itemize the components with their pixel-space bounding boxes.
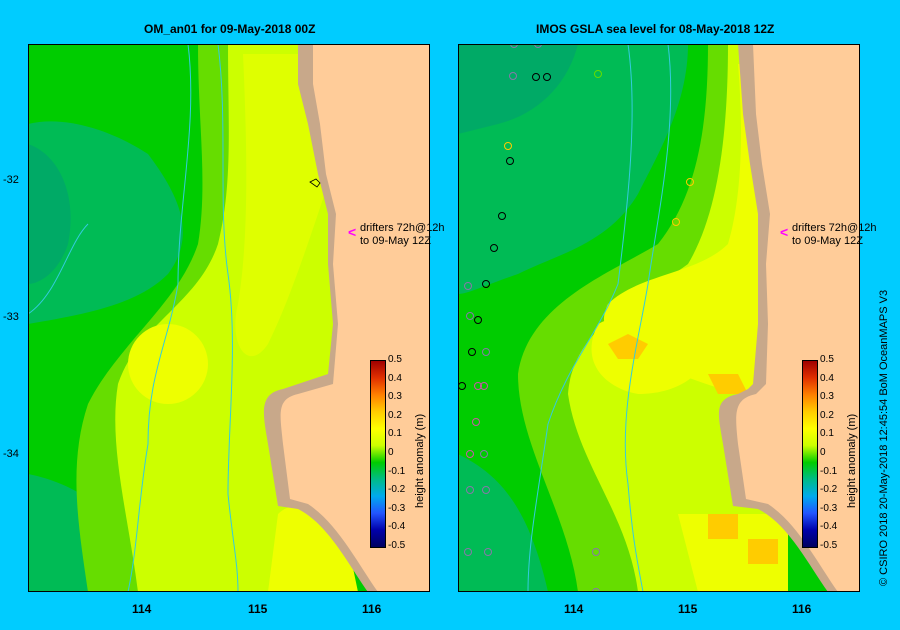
drifter-marker bbox=[484, 548, 492, 556]
colorbar-tick: -0.3 bbox=[820, 502, 838, 514]
right-colorbar-gradient bbox=[802, 360, 818, 548]
drifter-marker bbox=[490, 244, 498, 252]
x-tick-left-115: 115 bbox=[248, 602, 268, 616]
drifter-marker bbox=[686, 178, 694, 186]
x-tick-left-116: 116 bbox=[362, 602, 382, 616]
x-tick-right-116: 116 bbox=[792, 602, 812, 616]
colorbar-tick: 0.3 bbox=[820, 391, 834, 403]
colorbar-tick: -0.5 bbox=[388, 540, 406, 551]
colorbar-tick: -0.2 bbox=[388, 484, 406, 496]
drifter-marker bbox=[510, 44, 518, 48]
drifter-markers bbox=[458, 44, 694, 592]
right-map-title: IMOS GSLA sea level for 08-May-2018 12Z bbox=[536, 22, 775, 36]
colorbar-tick: 0.3 bbox=[388, 391, 402, 403]
drifter-marker bbox=[468, 348, 476, 356]
drifter-marker bbox=[480, 450, 488, 458]
drifter-marker bbox=[594, 70, 602, 78]
colorbar-tick: 0.5 bbox=[820, 354, 834, 365]
right-yellow-anomaly-blob bbox=[591, 313, 708, 394]
colorbar-tick: -0.1 bbox=[388, 465, 406, 477]
x-tick-right-114: 114 bbox=[564, 602, 584, 616]
right-drifter-note: < drifters 72h@12h to 09-May 12Z bbox=[780, 222, 877, 247]
left-colorbar-gradient bbox=[370, 360, 386, 548]
right-colorbar-label: height anomaly (m) bbox=[846, 413, 858, 508]
drifter-marker bbox=[532, 73, 540, 81]
left-map-title: OM_an01 for 09-May-2018 00Z bbox=[144, 22, 316, 36]
drifter-marker bbox=[482, 348, 490, 356]
left-colorbar-label: height anomaly (m) bbox=[414, 413, 426, 508]
drifter-marker bbox=[482, 280, 490, 288]
left-land bbox=[280, 44, 430, 592]
colorbar-tick: -0.1 bbox=[820, 465, 838, 477]
colorbar-tick: -0.4 bbox=[388, 521, 406, 533]
y-tick-left-33: -33 bbox=[3, 311, 19, 323]
drifter-marker bbox=[474, 316, 482, 324]
colorbar-tick: 0.2 bbox=[388, 409, 402, 421]
left-drifter-arrow-icon: < bbox=[348, 224, 357, 240]
colorbar-tick: 0.5 bbox=[388, 354, 402, 365]
colorbar-tick: 0.1 bbox=[820, 428, 834, 440]
drifter-marker bbox=[466, 312, 474, 320]
colorbar-tick: -0.2 bbox=[820, 484, 838, 496]
y-tick-left-34: -34 bbox=[3, 448, 19, 460]
drifter-marker bbox=[472, 418, 480, 426]
right-colorbar: 0.5 0.4 0.3 0.2 0.1 0 -0.1 -0.2 -0.3 -0.4 -0.5 hei… bbox=[802, 354, 862, 560]
colorbar-tick: -0.5 bbox=[820, 540, 838, 551]
colorbar-tick: 0.1 bbox=[388, 428, 402, 440]
drifter-marker bbox=[466, 486, 474, 494]
colorbar-tick: -0.3 bbox=[388, 502, 406, 514]
colorbar-tick: 0.2 bbox=[820, 409, 834, 421]
drifter-marker bbox=[534, 44, 542, 48]
drifter-marker bbox=[504, 142, 512, 150]
drifter-marker bbox=[672, 218, 680, 226]
drifter-marker bbox=[670, 244, 678, 252]
colorbar-tick: 0 bbox=[388, 447, 394, 458]
drifter-marker bbox=[498, 212, 506, 220]
drifter-marker bbox=[464, 548, 472, 556]
drifter-marker bbox=[466, 450, 474, 458]
colorbar-tick: 0 bbox=[820, 447, 826, 458]
drifter-marker bbox=[543, 73, 551, 81]
drifter-marker bbox=[592, 548, 600, 556]
colorbar-tick: -0.4 bbox=[820, 521, 838, 533]
colorbar-tick: 0.4 bbox=[388, 372, 402, 384]
left-colorbar: 0.5 0.4 0.3 0.2 0.1 0 -0.1 -0.2 -0.3 -0.4 -0.5 hei… bbox=[370, 354, 430, 560]
drifter-marker bbox=[482, 486, 490, 494]
right-land bbox=[736, 44, 860, 592]
colorbar-tick: 0.4 bbox=[820, 372, 834, 384]
x-tick-left-114: 114 bbox=[132, 602, 152, 616]
y-tick-left-32: -32 bbox=[3, 174, 19, 186]
drifter-marker bbox=[480, 382, 488, 390]
x-tick-right-115: 115 bbox=[678, 602, 698, 616]
left-drifter-note: < drifters 72h@12h to 09-May 12Z bbox=[348, 222, 445, 247]
drifter-marker bbox=[509, 72, 517, 80]
left-yellow-anomaly-blob bbox=[128, 324, 208, 404]
left-map-panel bbox=[28, 44, 430, 592]
drifter-marker bbox=[506, 157, 514, 165]
right-map-panel bbox=[458, 44, 860, 592]
drifter-marker bbox=[592, 588, 600, 592]
credit-text: © CSIRO 2018 20-May-2018 12:45:54 BoM Oc… bbox=[878, 289, 890, 586]
left-dark-green-patch-north bbox=[28, 121, 183, 324]
drifter-marker bbox=[474, 382, 482, 390]
drifter-marker bbox=[464, 282, 472, 290]
right-drifter-arrow-icon: < bbox=[780, 224, 789, 240]
